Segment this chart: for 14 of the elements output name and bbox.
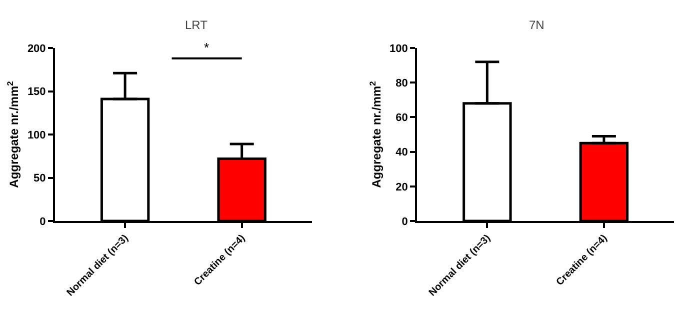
y-tick-label: 100 [390,42,408,55]
y-tick-label: 40 [396,146,408,159]
y-tick-label: 80 [396,77,408,90]
y-tick-label: 50 [34,172,46,185]
chart-title: LRT [185,18,208,32]
y-tick-label: 0 [402,216,408,228]
y-tick-label: 150 [27,86,46,98]
y-tick-label: 200 [27,42,46,55]
y-tick-label: 100 [27,129,46,142]
y-tick-label: 20 [396,181,408,194]
y-tick-label: 0 [40,216,46,228]
annotation: * [204,40,210,55]
chart-title: 7N [529,18,544,32]
y-tick-label: 60 [396,112,408,124]
